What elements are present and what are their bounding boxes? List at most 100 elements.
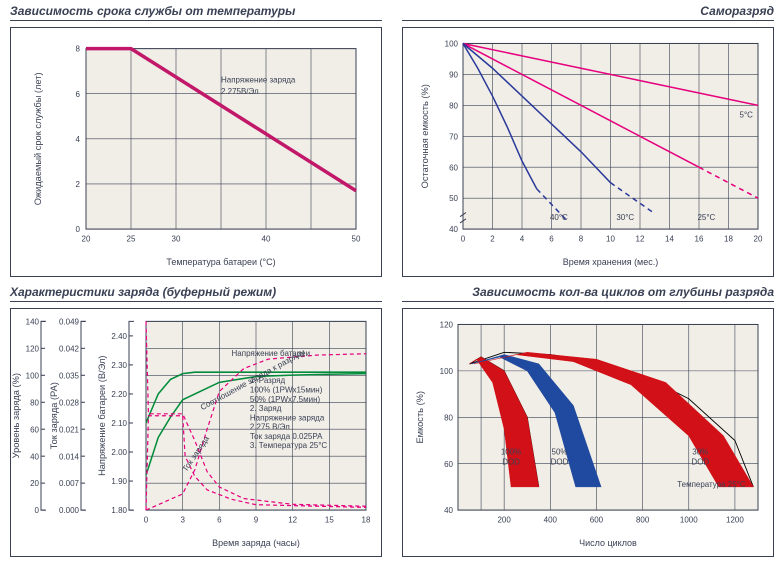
svg-text:100%: 100% — [501, 447, 521, 456]
svg-text:1.90: 1.90 — [111, 477, 127, 486]
svg-text:1200: 1200 — [726, 515, 744, 524]
svg-text:800: 800 — [636, 515, 650, 524]
svg-text:1000: 1000 — [680, 515, 698, 524]
chart-self-discharge: 405060708090100024681012141618205°C25°C3… — [402, 27, 774, 277]
svg-text:8: 8 — [76, 45, 81, 54]
svg-text:120: 120 — [440, 320, 454, 329]
svg-text:6: 6 — [217, 515, 222, 524]
svg-text:Ожидаемый срок службы (лет): Ожидаемый срок службы (лет) — [33, 72, 43, 205]
svg-text:200: 200 — [497, 515, 511, 524]
svg-text:15: 15 — [325, 515, 334, 524]
svg-text:1.80: 1.80 — [111, 506, 127, 515]
svg-text:Температура батареи (°C): Температура батареи (°C) — [166, 257, 275, 267]
svg-text:DOD: DOD — [551, 457, 569, 466]
panel-life-vs-temp: Зависимость срока службы от температуры … — [10, 4, 382, 277]
svg-text:50: 50 — [352, 234, 361, 243]
svg-text:600: 600 — [590, 515, 604, 524]
svg-text:2.00: 2.00 — [111, 448, 127, 457]
svg-text:3: 3 — [180, 515, 185, 524]
svg-text:0: 0 — [144, 515, 149, 524]
svg-text:40: 40 — [30, 452, 39, 461]
svg-text:100: 100 — [445, 39, 459, 48]
svg-text:14: 14 — [665, 234, 674, 243]
panel-title: Характеристики заряда (буферный режим) — [10, 285, 382, 302]
svg-text:DOD: DOD — [691, 457, 709, 466]
panel-cycles-vs-dod: Зависимость кол-ва циклов от глубины раз… — [402, 285, 774, 558]
svg-text:100: 100 — [26, 371, 40, 380]
svg-text:16: 16 — [695, 234, 704, 243]
svg-text:25: 25 — [127, 234, 136, 243]
svg-text:Ток заряда (РА): Ток заряда (РА) — [49, 382, 59, 449]
svg-text:50% (1PWx7.5мин): 50% (1PWx7.5мин) — [250, 394, 321, 403]
svg-text:0: 0 — [35, 506, 40, 515]
svg-text:2.30: 2.30 — [111, 360, 127, 369]
svg-text:2: 2 — [490, 234, 495, 243]
svg-text:Уровень заряда (%): Уровень заряда (%) — [11, 373, 21, 458]
svg-text:18: 18 — [724, 234, 733, 243]
svg-text:140: 140 — [26, 317, 40, 326]
svg-text:90: 90 — [449, 70, 458, 79]
svg-text:Остаточная емкость (%): Остаточная емкость (%) — [420, 84, 430, 188]
svg-text:40°C: 40°C — [550, 213, 568, 222]
chart-life-vs-temp: 024682025304050Температура батареи (°C)О… — [10, 27, 382, 277]
svg-text:60: 60 — [444, 459, 453, 468]
svg-text:Ток заряда 0.025РА: Ток заряда 0.025РА — [250, 431, 323, 440]
svg-text:2. Заряд: 2. Заряд — [250, 403, 282, 412]
chart-cycles-vs-dod: 40608010012020040060080010001200100%DOD5… — [402, 308, 774, 558]
svg-text:0: 0 — [461, 234, 466, 243]
panel-title: Саморазряд — [402, 4, 774, 21]
svg-text:0.035: 0.035 — [59, 371, 79, 380]
svg-text:0.007: 0.007 — [59, 479, 79, 488]
svg-text:2.275 В/Эл: 2.275 В/Эл — [250, 422, 290, 431]
panel-charge-characteristics: Характеристики заряда (буферный режим) 0… — [10, 285, 382, 558]
svg-text:20: 20 — [30, 479, 39, 488]
svg-text:5°C: 5°C — [740, 111, 754, 120]
svg-text:30: 30 — [172, 234, 181, 243]
svg-text:0.014: 0.014 — [59, 452, 79, 461]
svg-text:10: 10 — [606, 234, 615, 243]
svg-text:100% (1PWx15мин): 100% (1PWx15мин) — [250, 385, 323, 394]
svg-text:80: 80 — [30, 398, 39, 407]
svg-text:Время хранения (мес.): Время хранения (мес.) — [563, 257, 658, 267]
svg-text:12: 12 — [636, 234, 645, 243]
svg-text:8: 8 — [579, 234, 584, 243]
svg-text:DOD: DOD — [502, 457, 520, 466]
svg-text:25°C: 25°C — [697, 213, 715, 222]
svg-text:Температура 25°C: Температура 25°C — [677, 479, 746, 488]
svg-text:Время заряда (часы): Время заряда (часы) — [212, 538, 300, 548]
svg-text:40: 40 — [444, 506, 453, 515]
svg-text:80: 80 — [444, 413, 453, 422]
svg-text:18: 18 — [362, 515, 371, 524]
panel-title: Зависимость срока службы от температуры — [10, 4, 382, 21]
chart-charge-characteristics: 03691215180204060801001201400.0000.0070.… — [10, 308, 382, 558]
svg-text:2.20: 2.20 — [111, 389, 127, 398]
svg-text:0.042: 0.042 — [59, 344, 79, 353]
svg-text:9: 9 — [254, 515, 259, 524]
svg-text:2.275В/Эл: 2.275В/Эл — [221, 87, 259, 96]
svg-text:20: 20 — [754, 234, 763, 243]
svg-text:12: 12 — [288, 515, 297, 524]
panel-self-discharge: Саморазряд 40506070809010002468101214161… — [402, 4, 774, 277]
svg-text:2: 2 — [76, 180, 81, 189]
svg-text:3. Температура 25°C: 3. Температура 25°C — [250, 441, 327, 450]
svg-text:0: 0 — [76, 225, 81, 234]
svg-text:0.049: 0.049 — [59, 317, 79, 326]
svg-text:Напряжение заряда: Напряжение заряда — [221, 75, 296, 84]
svg-text:2.10: 2.10 — [111, 418, 127, 427]
svg-text:6: 6 — [549, 234, 554, 243]
svg-text:400: 400 — [544, 515, 558, 524]
svg-text:100: 100 — [440, 366, 454, 375]
svg-text:Число циклов: Число циклов — [579, 538, 637, 548]
svg-text:1. Разряд: 1. Разряд — [250, 376, 286, 385]
svg-text:70: 70 — [449, 132, 458, 141]
svg-text:60: 60 — [30, 425, 39, 434]
svg-text:0.028: 0.028 — [59, 398, 79, 407]
svg-text:6: 6 — [76, 90, 81, 99]
svg-text:60: 60 — [449, 163, 458, 172]
svg-text:80: 80 — [449, 101, 458, 110]
svg-text:50%: 50% — [552, 447, 568, 456]
svg-text:30%: 30% — [692, 447, 708, 456]
svg-text:120: 120 — [26, 344, 40, 353]
svg-text:50: 50 — [449, 194, 458, 203]
svg-text:Напряжение батареи (В/Эл): Напряжение батареи (В/Эл) — [97, 355, 107, 475]
